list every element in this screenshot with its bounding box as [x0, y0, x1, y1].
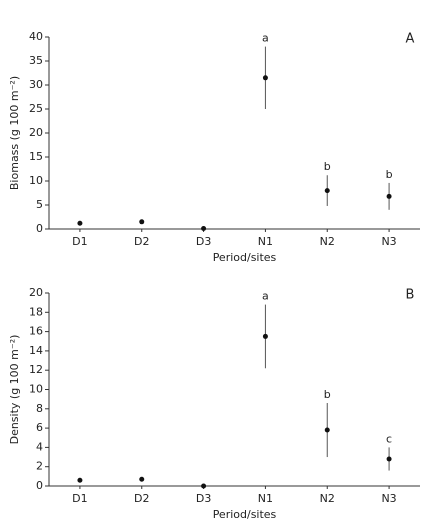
- y-tick-label: 30: [29, 78, 43, 91]
- data-point: [262, 333, 268, 339]
- y-tick-label: 12: [29, 363, 43, 376]
- data-point: [386, 456, 392, 462]
- y-tick-label: 5: [36, 198, 43, 211]
- significance-letter: b: [324, 160, 331, 173]
- y-tick-label: 25: [29, 102, 43, 115]
- x-tick-label: N1: [258, 492, 273, 505]
- data-point: [324, 188, 330, 194]
- y-tick-label: 40: [29, 30, 43, 43]
- y-tick-label: 35: [29, 54, 43, 67]
- x-tick-label: N3: [381, 235, 396, 248]
- y-tick-label: 20: [29, 286, 43, 299]
- y-tick-label: 14: [29, 344, 43, 357]
- data-point: [77, 220, 83, 226]
- x-axis-label: Period/sites: [213, 508, 277, 521]
- y-axis-label: Biomass (g 100 m⁻²): [8, 76, 21, 190]
- x-tick-label: D2: [134, 235, 149, 248]
- data-point: [139, 219, 145, 225]
- y-tick-label: 15: [29, 150, 43, 163]
- x-tick-label: D1: [72, 492, 87, 505]
- significance-letter: a: [262, 290, 269, 303]
- x-tick-label: D3: [196, 492, 211, 505]
- y-axis-label: Density (g 100 m⁻²): [8, 335, 21, 445]
- significance-letter: b: [324, 388, 331, 401]
- significance-letter: a: [262, 32, 269, 45]
- x-tick-label: N3: [381, 492, 396, 505]
- y-tick-label: 4: [36, 440, 43, 453]
- x-tick-label: D2: [134, 492, 149, 505]
- y-tick-label: 0: [36, 479, 43, 492]
- data-point: [77, 477, 83, 483]
- y-tick-label: 10: [29, 383, 43, 396]
- y-tick-label: 8: [36, 402, 43, 415]
- significance-letter: c: [386, 432, 392, 445]
- y-tick-label: 18: [29, 305, 43, 318]
- x-tick-label: D1: [72, 235, 87, 248]
- y-tick-label: 6: [36, 421, 43, 434]
- data-point: [386, 193, 392, 199]
- x-tick-label: N2: [320, 492, 335, 505]
- data-point: [139, 476, 145, 482]
- data-point: [201, 483, 207, 489]
- panel-label: A: [406, 32, 415, 47]
- panel-label: B: [406, 288, 415, 303]
- y-tick-label: 10: [29, 174, 43, 187]
- x-axis-label: Period/sites: [213, 251, 277, 264]
- y-tick-label: 2: [36, 460, 43, 473]
- x-tick-label: N2: [320, 235, 335, 248]
- x-tick-label: D3: [196, 235, 211, 248]
- data-point: [324, 427, 330, 433]
- data-point: [262, 75, 268, 81]
- data-point: [201, 226, 207, 232]
- x-tick-label: N1: [258, 235, 273, 248]
- y-tick-label: 20: [29, 126, 43, 139]
- y-tick-label: 16: [29, 325, 43, 338]
- y-tick-label: 0: [36, 222, 43, 235]
- significance-letter: b: [386, 168, 393, 181]
